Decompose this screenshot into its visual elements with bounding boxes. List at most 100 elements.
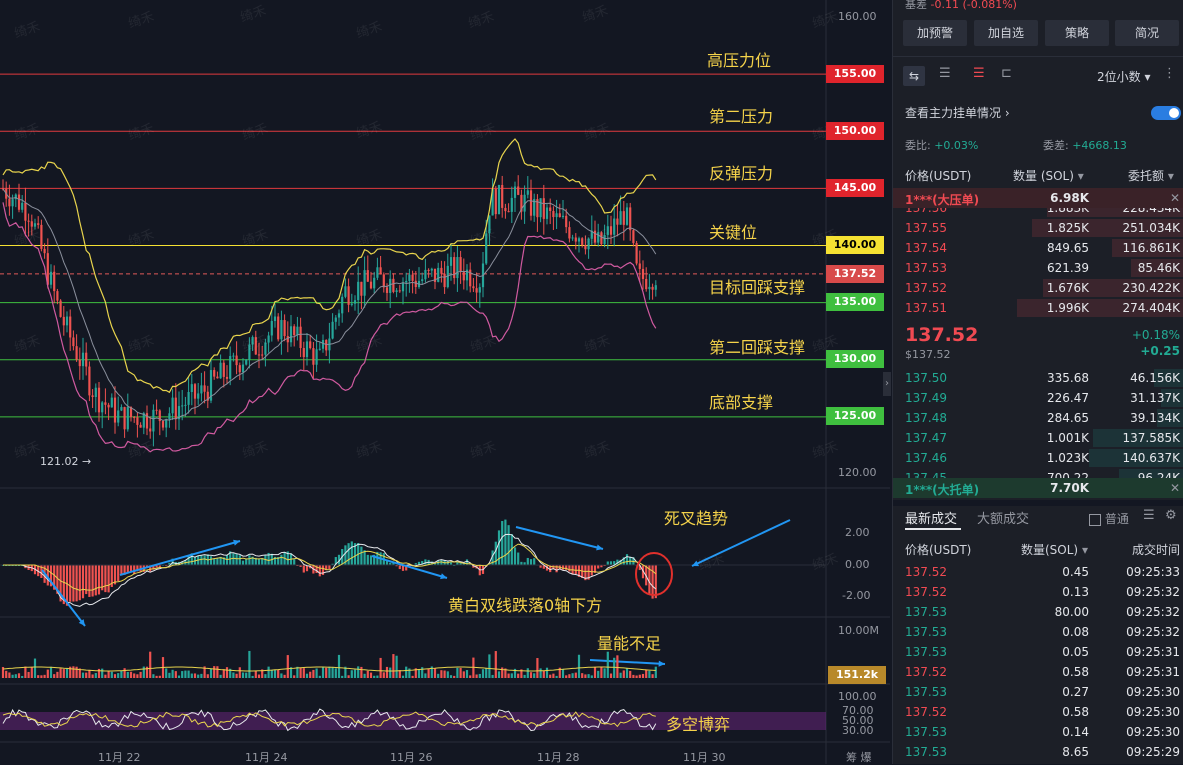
x-tick-5: 11月 30 (683, 751, 726, 764)
candle-body (14, 194, 17, 200)
filter-icon[interactable]: ☰ (1143, 508, 1155, 523)
candle-body (235, 355, 238, 366)
candle-body (597, 232, 600, 243)
macd-histogram-bar (104, 565, 107, 593)
chart-area[interactable]: 绮禾 绮禾 绮禾 绮禾 绮禾 绮禾 绮禾 绮禾 绮禾 绮禾 绮禾 绮禾 绮禾 绮禾 绮禾 绮禾 绮禾 绮禾 绮禾 绮禾… (0, 0, 891, 764)
volume-bar (238, 667, 241, 678)
col-header-qty[interactable]: 数量 (SOL) ▾ (1013, 167, 1084, 184)
trade-price: 137.53 (905, 605, 947, 619)
macd-histogram-bar (158, 565, 161, 568)
volume-bar (552, 673, 555, 678)
bid-row[interactable]: 137.50 335.68 46.156K (893, 368, 1183, 388)
bid-row[interactable]: 137.47 1.001K 137.585K (893, 428, 1183, 448)
macd-histogram-bar (75, 565, 78, 602)
add-watchlist-button[interactable]: 加自选 (974, 20, 1038, 46)
settings-icon[interactable]: ⚙ (1165, 508, 1177, 523)
macd-histogram-bar (507, 525, 510, 565)
ask-row[interactable]: 137.53 621.39 85.46K (893, 258, 1183, 278)
normal-checkbox[interactable]: 普通 (1089, 510, 1129, 527)
tab-latest-trades[interactable]: 最新成交 (905, 512, 958, 527)
volume-bar (337, 654, 341, 678)
col-header-total[interactable]: 委托额 ▾ (1128, 167, 1174, 184)
volume-bar (414, 668, 417, 678)
volume-bar (302, 668, 305, 678)
tab-large-trades[interactable]: 大额成交 (977, 512, 1030, 527)
annotation-arrowhead (658, 660, 665, 667)
layout-compact-icon[interactable]: ⊏ (1001, 66, 1012, 81)
candle-body (270, 321, 273, 336)
layout-bids-icon[interactable]: ☰ (939, 66, 951, 81)
trade-price: 137.53 (905, 745, 947, 759)
row-price: 137.52 (905, 281, 947, 295)
layout-asks-icon[interactable]: ☰ (973, 66, 985, 81)
candle-body (190, 384, 193, 393)
sort-down-icon: ▾ (1077, 169, 1084, 183)
candle-body (632, 230, 635, 244)
strategy-button[interactable]: 策略 (1045, 20, 1109, 46)
big-ask-row[interactable]: 1***(大压单) 6.98K ✕ (893, 188, 1183, 208)
candle-body (555, 213, 558, 218)
close-icon[interactable]: ✕ (1169, 191, 1180, 205)
row-price: 137.54 (905, 241, 947, 255)
bid-row[interactable]: 137.46 1.023K 140.637K (893, 448, 1183, 468)
bid-row[interactable]: 137.48 284.65 39.134K (893, 408, 1183, 428)
macd-histogram-bar (49, 565, 53, 587)
main-orders-toggle[interactable] (1151, 106, 1181, 120)
candle-body (309, 341, 312, 349)
decimals-select[interactable]: 2位小数 ▾ (1097, 68, 1151, 85)
row-price: 137.48 (905, 411, 947, 425)
macd-histogram-bar (293, 559, 296, 565)
overview-button[interactable]: 简况 (1115, 20, 1179, 46)
trade-row: 137.53 8.65 09:25:29 (893, 742, 1183, 762)
macd-histogram-bar (65, 565, 69, 606)
candle-body (264, 342, 267, 355)
macd-histogram-bar (395, 565, 398, 567)
volume-bar (478, 673, 481, 678)
price-tag-135: 135.00 (826, 293, 884, 311)
macd-histogram-bar (584, 565, 587, 581)
candle-body (408, 274, 411, 281)
layout-both-icon[interactable]: ⇆ (903, 66, 925, 86)
trade-col-qty[interactable]: 数量(SOL) ▾ (1021, 541, 1088, 558)
big-bid-row[interactable]: 1***(大托单) 7.70K ✕ (893, 478, 1183, 498)
close-icon[interactable]: ✕ (1169, 481, 1180, 495)
candle-body (491, 188, 494, 216)
volume-bar (613, 657, 616, 678)
watermark-text: 绮禾 (811, 439, 840, 461)
candle-body (30, 221, 33, 227)
volume-bar (421, 667, 424, 678)
add-alert-button[interactable]: 加预警 (903, 20, 967, 46)
bid-row[interactable]: 137.49 226.47 31.137K (893, 388, 1183, 408)
macd-histogram-bar (88, 565, 91, 597)
collapse-handle-icon[interactable]: › (883, 372, 891, 396)
ask-row[interactable]: 137.52 1.676K 230.422K (893, 278, 1183, 298)
candle-body (475, 288, 478, 293)
volume-bar (446, 671, 449, 678)
macd-tick-zero: 0.00 (845, 558, 870, 571)
volume-bar (88, 670, 91, 678)
volume-bar (584, 674, 587, 678)
change-abs: +0.25 (1140, 344, 1180, 358)
ask-row[interactable]: 137.54 849.65 116.861K (893, 238, 1183, 258)
macd-histogram-bar (587, 565, 590, 580)
candle-body (187, 392, 190, 405)
volume-bar (459, 667, 462, 678)
candle-body (200, 385, 203, 394)
candle-body (193, 384, 197, 399)
macd-histogram-bar (501, 521, 504, 565)
more-icon[interactable]: ⋮ (1163, 66, 1176, 81)
candle-body (344, 286, 347, 297)
volume-bar (193, 673, 197, 678)
candle-body (318, 348, 321, 350)
ask-row[interactable]: 137.51 1.996K 274.404K (893, 298, 1183, 318)
candle-body (561, 215, 565, 217)
macd-tick-neg: -2.00 (842, 589, 871, 602)
volume-bar (456, 667, 459, 678)
price-tick-bottom: 120.00 (838, 466, 877, 479)
ask-row[interactable]: 137.55 1.825K 251.034K (893, 218, 1183, 238)
main-orders-link[interactable]: 查看主力挂单情况 › (905, 104, 1010, 121)
macd-histogram-bar (517, 552, 520, 565)
macd-histogram-bar (414, 563, 417, 565)
main-orders-label: 查看主力挂单情况 (905, 106, 1002, 120)
